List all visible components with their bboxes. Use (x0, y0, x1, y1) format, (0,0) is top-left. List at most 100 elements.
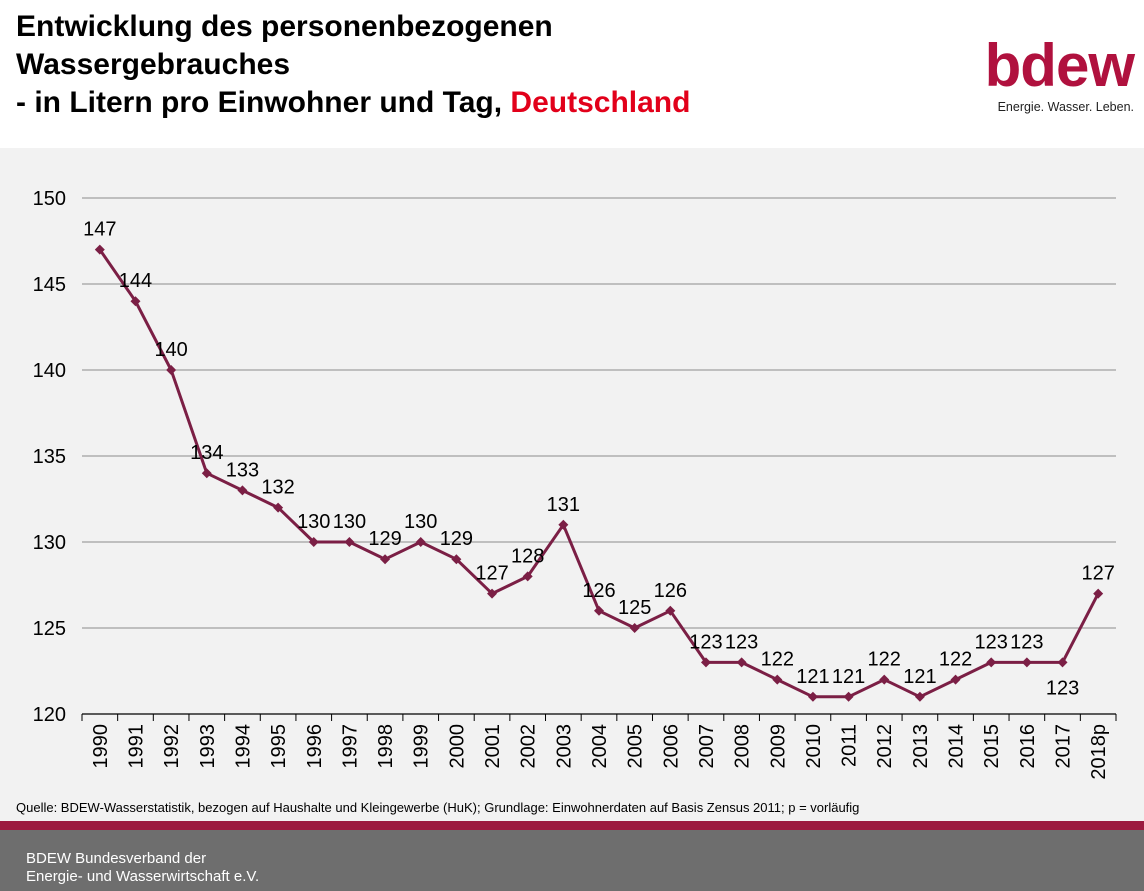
data-point (380, 554, 391, 565)
data-label: 123 (975, 631, 1008, 653)
data-label: 128 (511, 545, 544, 567)
x-tick-label: 2014 (946, 724, 968, 769)
data-label: 126 (582, 580, 615, 602)
footer-line-2: Energie- und Wasserwirtschaft e.V. (26, 868, 260, 885)
chart-panel: 120 125 130 135 140 145 150 1990 1991 1992 1993 199… (0, 148, 1144, 828)
x-tick-label: 1994 (232, 724, 254, 769)
x-tick-label: 2003 (553, 724, 575, 769)
x-tick-label: 2013 (910, 724, 932, 769)
data-point (344, 537, 355, 547)
data-label: 129 (440, 528, 473, 550)
x-tick-label: 2015 (981, 724, 1003, 769)
data-point (594, 605, 604, 616)
data-label: 133 (226, 459, 259, 481)
data-point (201, 468, 212, 479)
logo-tagline: Energie. Wasser. Leben. (997, 100, 1134, 114)
x-tick-label: 2007 (696, 724, 718, 769)
data-label: 132 (261, 477, 294, 499)
data-point (94, 244, 105, 255)
data-point (415, 537, 426, 547)
data-label: 125 (618, 597, 651, 619)
x-tick-label: 2004 (589, 724, 611, 769)
x-tick-label: 2005 (625, 724, 647, 769)
data-point (950, 674, 961, 685)
x-tick-label: 1995 (268, 724, 290, 769)
x-tick-label: 1998 (375, 724, 397, 769)
data-point (843, 691, 854, 702)
data-label: 123 (725, 631, 758, 653)
x-tick-label: 2002 (518, 724, 540, 769)
y-tick-label: 150 (33, 188, 66, 210)
data-label: 122 (939, 649, 972, 671)
data-label: 130 (404, 511, 437, 533)
data-point (487, 588, 498, 599)
data-point (736, 657, 747, 668)
x-tick-label: 2009 (767, 724, 789, 769)
x-tick-label: 1999 (411, 724, 433, 769)
data-point (772, 674, 783, 685)
title-line-2: Wassergebrauches (16, 48, 291, 81)
data-point (308, 537, 319, 547)
footer: BDEW Bundesverband der Energie- und Wass… (0, 821, 1144, 891)
y-tick-label: 125 (33, 618, 66, 640)
data-point (1093, 588, 1104, 599)
data-label: 121 (796, 666, 829, 688)
x-tick-label: 2018p (1088, 724, 1110, 780)
x-tick-label: 2006 (660, 724, 682, 769)
data-point (522, 571, 533, 582)
x-tick-label: 2008 (732, 724, 754, 769)
y-tick-label: 130 (33, 532, 66, 554)
data-label: 122 (868, 649, 901, 671)
x-tick-label: 2012 (874, 724, 896, 769)
data-label: 140 (154, 339, 187, 361)
x-tick-label: 1990 (90, 724, 112, 769)
data-point (807, 691, 818, 702)
x-tick-label: 1992 (161, 724, 183, 769)
data-label: 121 (903, 666, 936, 688)
x-tick-label: 1993 (197, 724, 219, 769)
y-tick-label: 120 (33, 704, 66, 726)
data-point (451, 554, 462, 565)
data-label: 127 (475, 563, 508, 585)
x-tick-label: 2010 (803, 724, 825, 769)
logo-wordmark: bdew (984, 32, 1135, 99)
line-chart: 120 125 130 135 140 145 150 1990 1991 1992 1993 199… (33, 188, 1117, 780)
x-tick-label: 2000 (446, 724, 468, 769)
data-point (665, 605, 676, 616)
data-label: 126 (654, 580, 687, 602)
data-point (237, 485, 248, 496)
y-tick-label: 145 (33, 274, 66, 296)
y-tick-label: 135 (33, 446, 66, 468)
data-point (130, 296, 141, 307)
data-label: 123 (1010, 631, 1043, 653)
data-label: 122 (761, 649, 794, 671)
x-tick-label: 1996 (304, 724, 326, 769)
data-point (558, 519, 569, 530)
source-note: Quelle: BDEW-Wasserstatistik, bezogen au… (16, 800, 860, 815)
title-line-1: Entwicklung des personenbezogenen (16, 10, 553, 43)
data-point (166, 365, 177, 375)
data-label: 121 (832, 666, 865, 688)
data-point (273, 502, 284, 513)
data-point (1057, 657, 1068, 668)
data-point (700, 657, 711, 668)
data-point (914, 691, 925, 702)
title-line-3: - in Litern pro Einwohner und Tag, Deuts… (16, 84, 916, 122)
page-title: Entwicklung des personenbezogenen Wasser… (16, 8, 916, 122)
footer-line-1: BDEW Bundesverband der (26, 850, 207, 867)
data-point (629, 623, 640, 633)
x-tick-label: 1991 (125, 724, 147, 769)
data-label: 130 (297, 511, 330, 533)
data-label: 123 (689, 631, 722, 653)
bdew-logo: bdew Energie. Wasser. Leben. (984, 32, 1135, 116)
data-label: 130 (333, 511, 366, 533)
data-label: 129 (368, 528, 401, 550)
data-label: 147 (83, 219, 116, 241)
x-tick-label: 2016 (1017, 724, 1039, 769)
data-point (986, 657, 997, 668)
data-label: 127 (1081, 563, 1114, 585)
title-line-3-prefix: - in Litern pro Einwohner und Tag, (16, 86, 511, 119)
data-label: 144 (119, 270, 152, 292)
data-point (879, 674, 890, 685)
y-tick-label: 140 (33, 360, 66, 382)
